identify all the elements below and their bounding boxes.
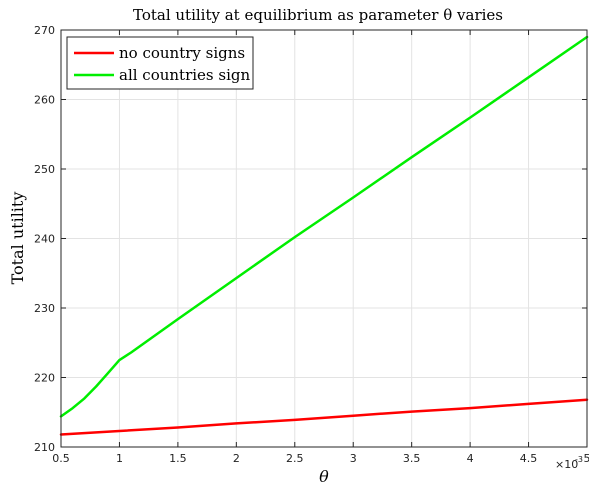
y-tick-labels: 210 220 230 240 250 260 270 [34,24,55,454]
series-line-no-country-signs [59,398,589,436]
x-tick-label: 0.5 [52,452,70,465]
x-tick-label: 4 [467,452,474,465]
x-tick-label: 5 [584,452,589,465]
x-axis-label: θ [319,467,329,486]
ticks [60,29,588,448]
legend-label-all-countries-sign: all countries sign [119,66,250,84]
y-tick-label: 260 [34,94,55,107]
legend-box [66,36,254,90]
chart-title: Total utility at equilibrium as paramete… [133,6,503,24]
legend-label-no-country-signs: no country signs [119,44,245,62]
y-tick-label: 240 [34,233,55,246]
x-multiplier: ×10 -3 [555,455,583,471]
x-tick-label: 3.5 [403,452,421,465]
plot-area [59,29,589,448]
y-tick-label: 230 [34,302,55,315]
y-tick-label: 250 [34,163,55,176]
x-tick-label: 1 [116,452,123,465]
x-tick-label: 4.5 [520,452,538,465]
legend: no country signs all countries sign [66,36,254,90]
x-tick-label: 2 [233,452,240,465]
y-axis-label: Total utility [8,192,27,285]
y-tick-label: 210 [34,441,55,454]
series-line-all-countries-sign [59,35,589,418]
x-tick-label: 3 [350,452,357,465]
y-tick-label: 220 [34,372,55,385]
x-tick-labels: 0.5 1 1.5 2 2.5 3 3.5 4 4.5 5 [52,452,589,465]
x-tick-label: 2.5 [286,452,304,465]
y-tick-label: 270 [34,24,55,37]
x-tick-label: 1.5 [169,452,187,465]
x-multiplier-base: ×10 [555,458,578,471]
x-multiplier-exponent: -3 [575,455,583,464]
series-layer [59,35,589,436]
